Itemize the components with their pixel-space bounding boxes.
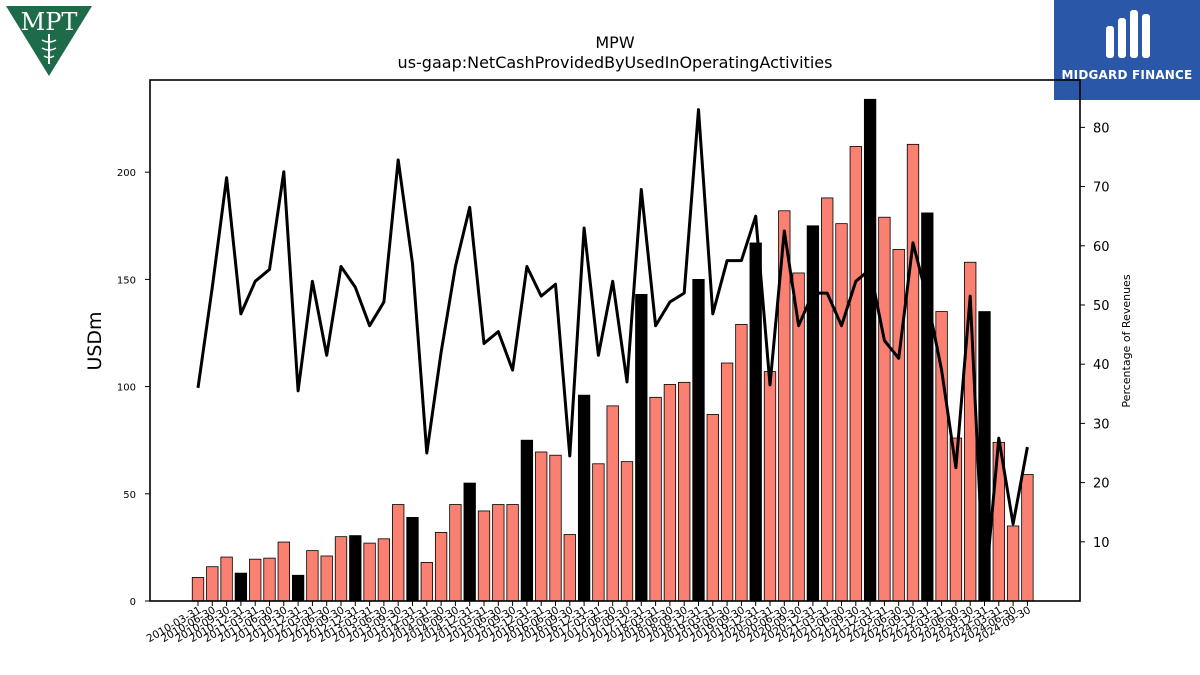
y-tick-label: 150 (117, 275, 136, 286)
bar-2010-03-31 (191, 577, 205, 602)
bar-series (191, 98, 1034, 602)
axes: 05010015020010203040506070802010-03-3120… (117, 79, 1110, 645)
y2-axis-label: Percentage of Revenues (1120, 274, 1133, 407)
bar-2015-03-31 (477, 510, 491, 602)
y-tick-label: 100 (117, 383, 136, 394)
mpt-logo-text: MPT (20, 8, 78, 36)
chart-subtitle: us-gaap:NetCashProvidedByUsedInOperating… (398, 53, 833, 72)
bar-2024-06-30 (1006, 525, 1020, 602)
y-tick-label: 200 (117, 168, 136, 179)
bar-2013-06-30 (377, 538, 391, 602)
bar-2012-12-31 (349, 535, 362, 602)
midgard-finance-logo: MIDGARD FINANCE (1054, 0, 1200, 100)
bar-2012-03-31 (306, 550, 319, 602)
bar-2022-09-30 (906, 143, 920, 602)
bar-2024-09-30 (1021, 474, 1034, 602)
bar-2010-06-30 (206, 566, 219, 602)
bar-2020-12-31 (806, 225, 820, 602)
bar-2021-09-30 (849, 146, 862, 602)
midgard-logo-text: MIDGARD FINANCE (1061, 68, 1193, 82)
y2-tick-label: 50 (1093, 299, 1110, 314)
y2-tick-label: 40 (1093, 358, 1110, 373)
mpt-logo: MPT (6, 6, 92, 76)
y2-tick-label: 70 (1093, 181, 1110, 196)
bar-2012-06-30 (320, 555, 333, 602)
bar-2021-06-30 (835, 223, 848, 602)
bar-2010-09-30 (220, 556, 233, 602)
percentage-line-series (196, 108, 1029, 600)
bar-2022-12-31 (921, 212, 934, 602)
bar-2022-06-30 (892, 248, 905, 602)
bar-2015-06-30 (492, 504, 505, 602)
bar-2019-09-30 (735, 324, 748, 602)
percentage-line (196, 108, 1029, 600)
bar-2011-03-31 (249, 558, 262, 602)
bar-2017-06-30 (606, 405, 619, 602)
bar-2016-12-31 (577, 394, 591, 602)
bar-2019-06-30 (720, 362, 734, 602)
bar-2022-03-31 (878, 216, 891, 602)
bar-2012-09-30 (334, 536, 348, 602)
plot-frame (149, 79, 1081, 602)
bar-2015-12-31 (520, 439, 534, 602)
bar-2019-03-31 (706, 414, 719, 602)
y2-tick-label: 10 (1093, 536, 1110, 551)
bar-2018-12-31 (692, 278, 705, 602)
bar-2018-09-30 (678, 381, 691, 602)
y2-tick-label: 60 (1093, 240, 1110, 255)
bar-2014-03-31 (420, 562, 433, 602)
bar-2014-12-31 (463, 482, 476, 602)
bar-2014-09-30 (449, 504, 462, 602)
bar-2011-06-30 (263, 557, 276, 602)
bar-2019-12-31 (749, 242, 762, 602)
bar-2013-09-30 (392, 504, 405, 602)
bar-2013-12-31 (406, 516, 419, 602)
bar-2016-09-30 (563, 534, 576, 602)
y2-tick-label: 30 (1093, 417, 1110, 432)
y2-tick-label: 80 (1093, 121, 1110, 136)
y-tick-label: 50 (123, 490, 136, 501)
bar-2010-12-31 (234, 572, 248, 602)
midgard-logo-mark (1106, 10, 1150, 58)
bar-2011-12-31 (291, 574, 305, 602)
bar-2018-03-31 (649, 396, 662, 602)
chart-title: MPW (595, 33, 634, 52)
bar-2021-03-31 (821, 197, 834, 602)
bar-2015-09-30 (506, 504, 519, 602)
bar-2018-06-30 (663, 384, 677, 602)
bar-2017-12-31 (635, 293, 648, 602)
bar-2016-06-30 (549, 454, 562, 602)
bar-2011-09-30 (277, 541, 290, 602)
bar-2021-12-31 (863, 98, 877, 602)
y-axis-label: USDm (84, 311, 106, 370)
bar-2016-03-31 (535, 451, 548, 602)
bar-2017-09-30 (620, 461, 634, 602)
mpt-logo-shape (6, 6, 92, 76)
bar-2013-03-31 (363, 542, 376, 602)
y-tick-label: 0 (130, 597, 136, 608)
bar-2020-03-31 (763, 371, 777, 602)
bar-2017-03-31 (592, 463, 605, 602)
bar-2014-06-30 (434, 531, 448, 602)
y2-tick-label: 20 (1093, 477, 1110, 492)
